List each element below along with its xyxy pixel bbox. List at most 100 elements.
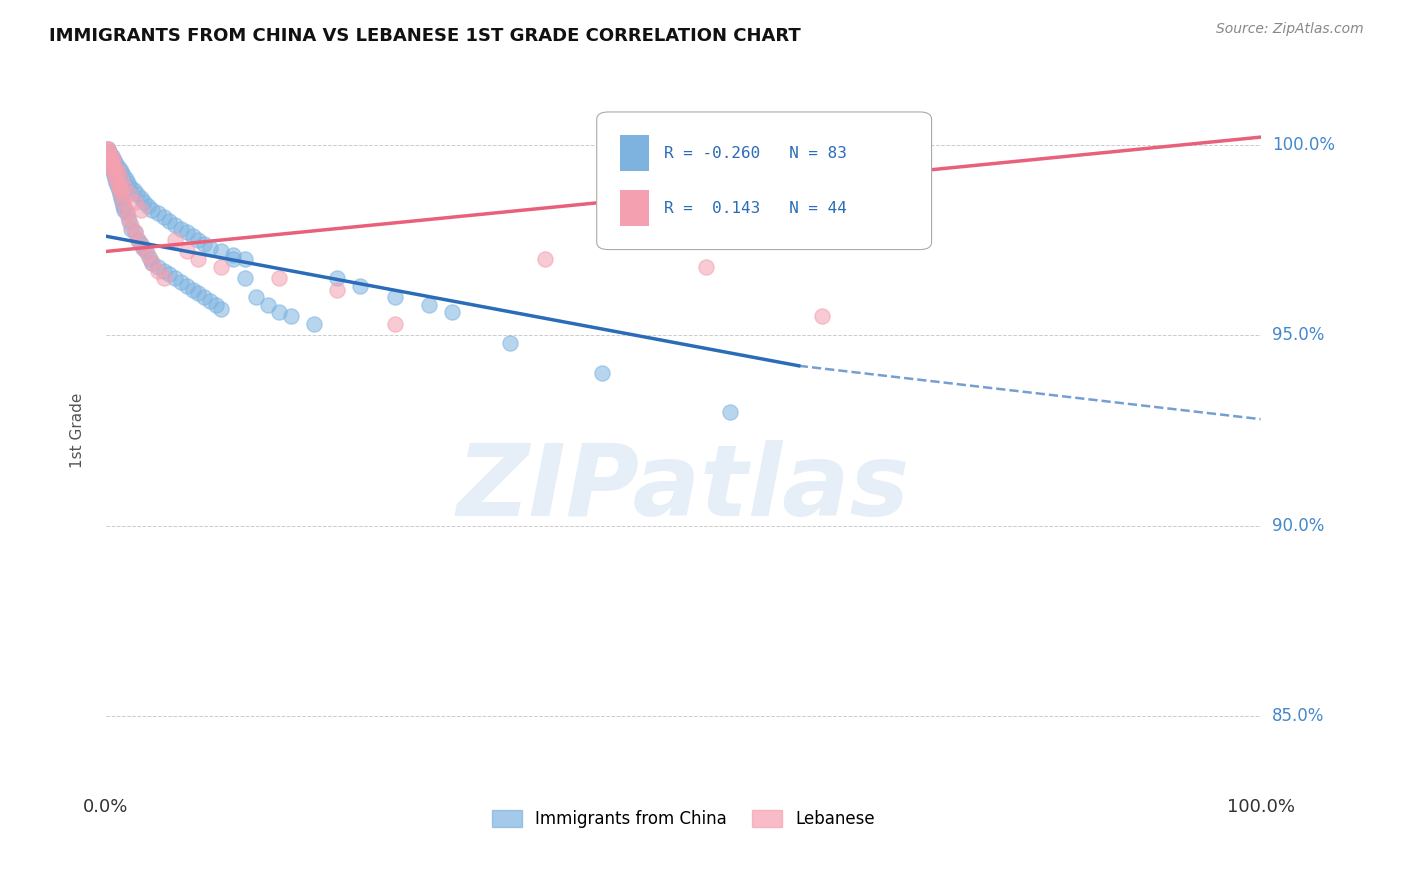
Point	[124, 226, 146, 240]
Point	[129, 236, 152, 251]
Point	[159, 214, 181, 228]
Point	[170, 221, 193, 235]
Point	[117, 210, 139, 224]
Point	[127, 233, 149, 247]
Point	[193, 290, 215, 304]
Text: 90.0%: 90.0%	[1272, 516, 1324, 535]
Point	[103, 153, 125, 167]
Point	[100, 149, 122, 163]
Point	[101, 153, 124, 167]
Point	[114, 179, 136, 194]
Point	[326, 271, 349, 285]
Text: IMMIGRANTS FROM CHINA VS LEBANESE 1ST GRADE CORRELATION CHART: IMMIGRANTS FROM CHINA VS LEBANESE 1ST GR…	[49, 27, 801, 45]
Point	[108, 184, 131, 198]
Point	[107, 161, 129, 175]
Point	[107, 179, 129, 194]
Point	[96, 142, 118, 156]
Point	[146, 206, 169, 220]
Point	[105, 176, 128, 190]
Point	[441, 305, 464, 319]
Point	[118, 187, 141, 202]
Point	[165, 218, 187, 232]
Point	[222, 252, 245, 266]
Point	[280, 310, 302, 324]
Point	[112, 194, 135, 209]
Point	[141, 202, 163, 217]
Point	[122, 184, 145, 198]
Point	[96, 145, 118, 160]
Point	[111, 194, 134, 209]
Point	[112, 199, 135, 213]
Point	[695, 260, 717, 274]
Point	[269, 271, 291, 285]
Point	[233, 271, 256, 285]
Point	[222, 248, 245, 262]
Point	[98, 149, 121, 163]
Text: 100.0%: 100.0%	[1272, 136, 1334, 153]
Point	[114, 202, 136, 217]
Point	[97, 142, 120, 156]
Point	[110, 172, 132, 186]
Point	[101, 164, 124, 178]
Point	[146, 260, 169, 274]
Point	[165, 233, 187, 247]
Point	[100, 153, 122, 167]
Point	[592, 367, 614, 381]
Point	[141, 256, 163, 270]
Point	[115, 206, 138, 220]
Point	[326, 283, 349, 297]
Point	[112, 168, 135, 182]
Point	[120, 221, 142, 235]
Point	[269, 305, 291, 319]
Point	[302, 317, 325, 331]
Point	[139, 252, 162, 266]
Point	[170, 275, 193, 289]
Text: 85.0%: 85.0%	[1272, 707, 1324, 725]
Text: 1st Grade: 1st Grade	[70, 392, 84, 468]
Point	[187, 233, 209, 247]
Point	[124, 226, 146, 240]
Point	[181, 283, 204, 297]
Point	[136, 199, 159, 213]
Point	[159, 268, 181, 282]
Point	[110, 191, 132, 205]
Point	[101, 161, 124, 175]
Point	[165, 271, 187, 285]
Point	[107, 184, 129, 198]
Point	[256, 298, 278, 312]
Point	[100, 157, 122, 171]
Point	[104, 168, 127, 182]
Point	[97, 142, 120, 156]
Point	[176, 244, 198, 259]
Point	[193, 236, 215, 251]
Point	[104, 161, 127, 175]
Point	[129, 202, 152, 217]
Point	[349, 278, 371, 293]
Point	[384, 290, 406, 304]
Point	[132, 241, 155, 255]
Point	[187, 252, 209, 266]
Point	[152, 263, 174, 277]
Point	[152, 271, 174, 285]
Point	[108, 187, 131, 202]
Point	[384, 317, 406, 331]
Point	[132, 194, 155, 209]
Point	[114, 202, 136, 217]
Point	[114, 172, 136, 186]
FancyBboxPatch shape	[596, 112, 932, 250]
Point	[107, 164, 129, 178]
Point	[118, 214, 141, 228]
Point	[187, 286, 209, 301]
Point	[146, 263, 169, 277]
Legend: Immigrants from China, Lebanese: Immigrants from China, Lebanese	[485, 804, 882, 835]
Text: 95.0%: 95.0%	[1272, 326, 1324, 344]
Point	[198, 293, 221, 308]
Point	[100, 161, 122, 175]
Point	[176, 278, 198, 293]
Point	[211, 301, 233, 316]
Point	[135, 244, 157, 259]
Point	[104, 172, 127, 186]
Point	[127, 187, 149, 202]
Point	[103, 168, 125, 182]
Point	[233, 252, 256, 266]
